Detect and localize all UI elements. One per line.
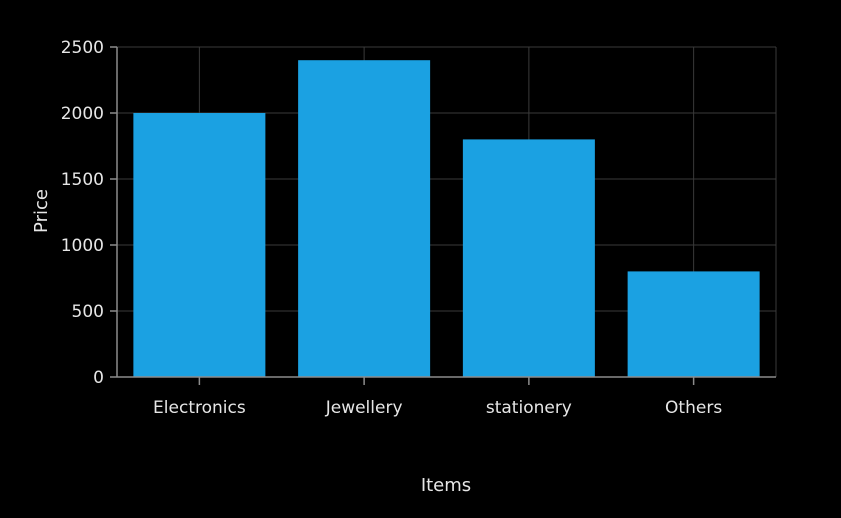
x-axis-title: Items xyxy=(421,475,471,496)
y-tick-label: 1000 xyxy=(61,236,104,256)
bars xyxy=(133,60,760,377)
y-tick-label: 500 xyxy=(72,302,104,322)
x-tick-label: stationery xyxy=(486,398,572,418)
y-axis-title: Price xyxy=(31,189,52,233)
x-tick-label: Electronics xyxy=(153,398,246,418)
bar-electronics xyxy=(133,113,266,377)
x-tick-label: Jewellery xyxy=(325,398,403,418)
bar-stationery xyxy=(462,139,595,377)
y-tick-label: 0 xyxy=(93,368,104,388)
y-tick-label: 1500 xyxy=(61,170,104,190)
bar-others xyxy=(627,271,760,377)
x-tick-label: Others xyxy=(665,398,722,418)
axes xyxy=(110,46,776,385)
tick-labels: 0 500 1000 1500 2000 2500 Electronics Jewellery… xyxy=(61,38,723,418)
bar-jewellery xyxy=(298,60,431,377)
y-tick-label: 2500 xyxy=(61,38,104,58)
y-tick-label: 2000 xyxy=(61,104,104,124)
